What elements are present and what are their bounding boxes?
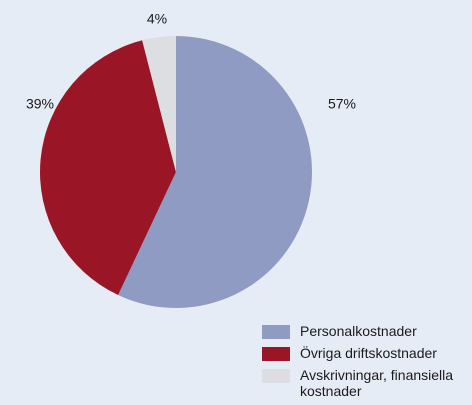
legend-item: Personalkostnader <box>262 323 472 339</box>
chart: 57% 39% 4% <box>26 11 356 308</box>
legend-item: Övriga driftskostnader <box>262 345 472 361</box>
legend-item: Avskrivningar, finansiella kostnader <box>262 367 472 399</box>
pie-slice <box>39 40 176 296</box>
legend: Personalkostnader Övriga driftskostnader A… <box>262 323 472 405</box>
legend-label: Personalkostnader <box>300 323 417 339</box>
legend-swatch <box>262 369 290 383</box>
pie-slice <box>142 36 176 172</box>
legend-label: Avskrivningar, finansiella kostnader <box>300 367 454 399</box>
legend-swatch <box>262 325 290 339</box>
legend-swatch <box>262 347 290 361</box>
data-label: 4% <box>147 11 167 27</box>
data-label: 57% <box>328 96 356 112</box>
legend-label: Övriga driftskostnader <box>300 345 437 361</box>
pie-slice <box>118 36 312 308</box>
data-label: 39% <box>26 96 54 112</box>
